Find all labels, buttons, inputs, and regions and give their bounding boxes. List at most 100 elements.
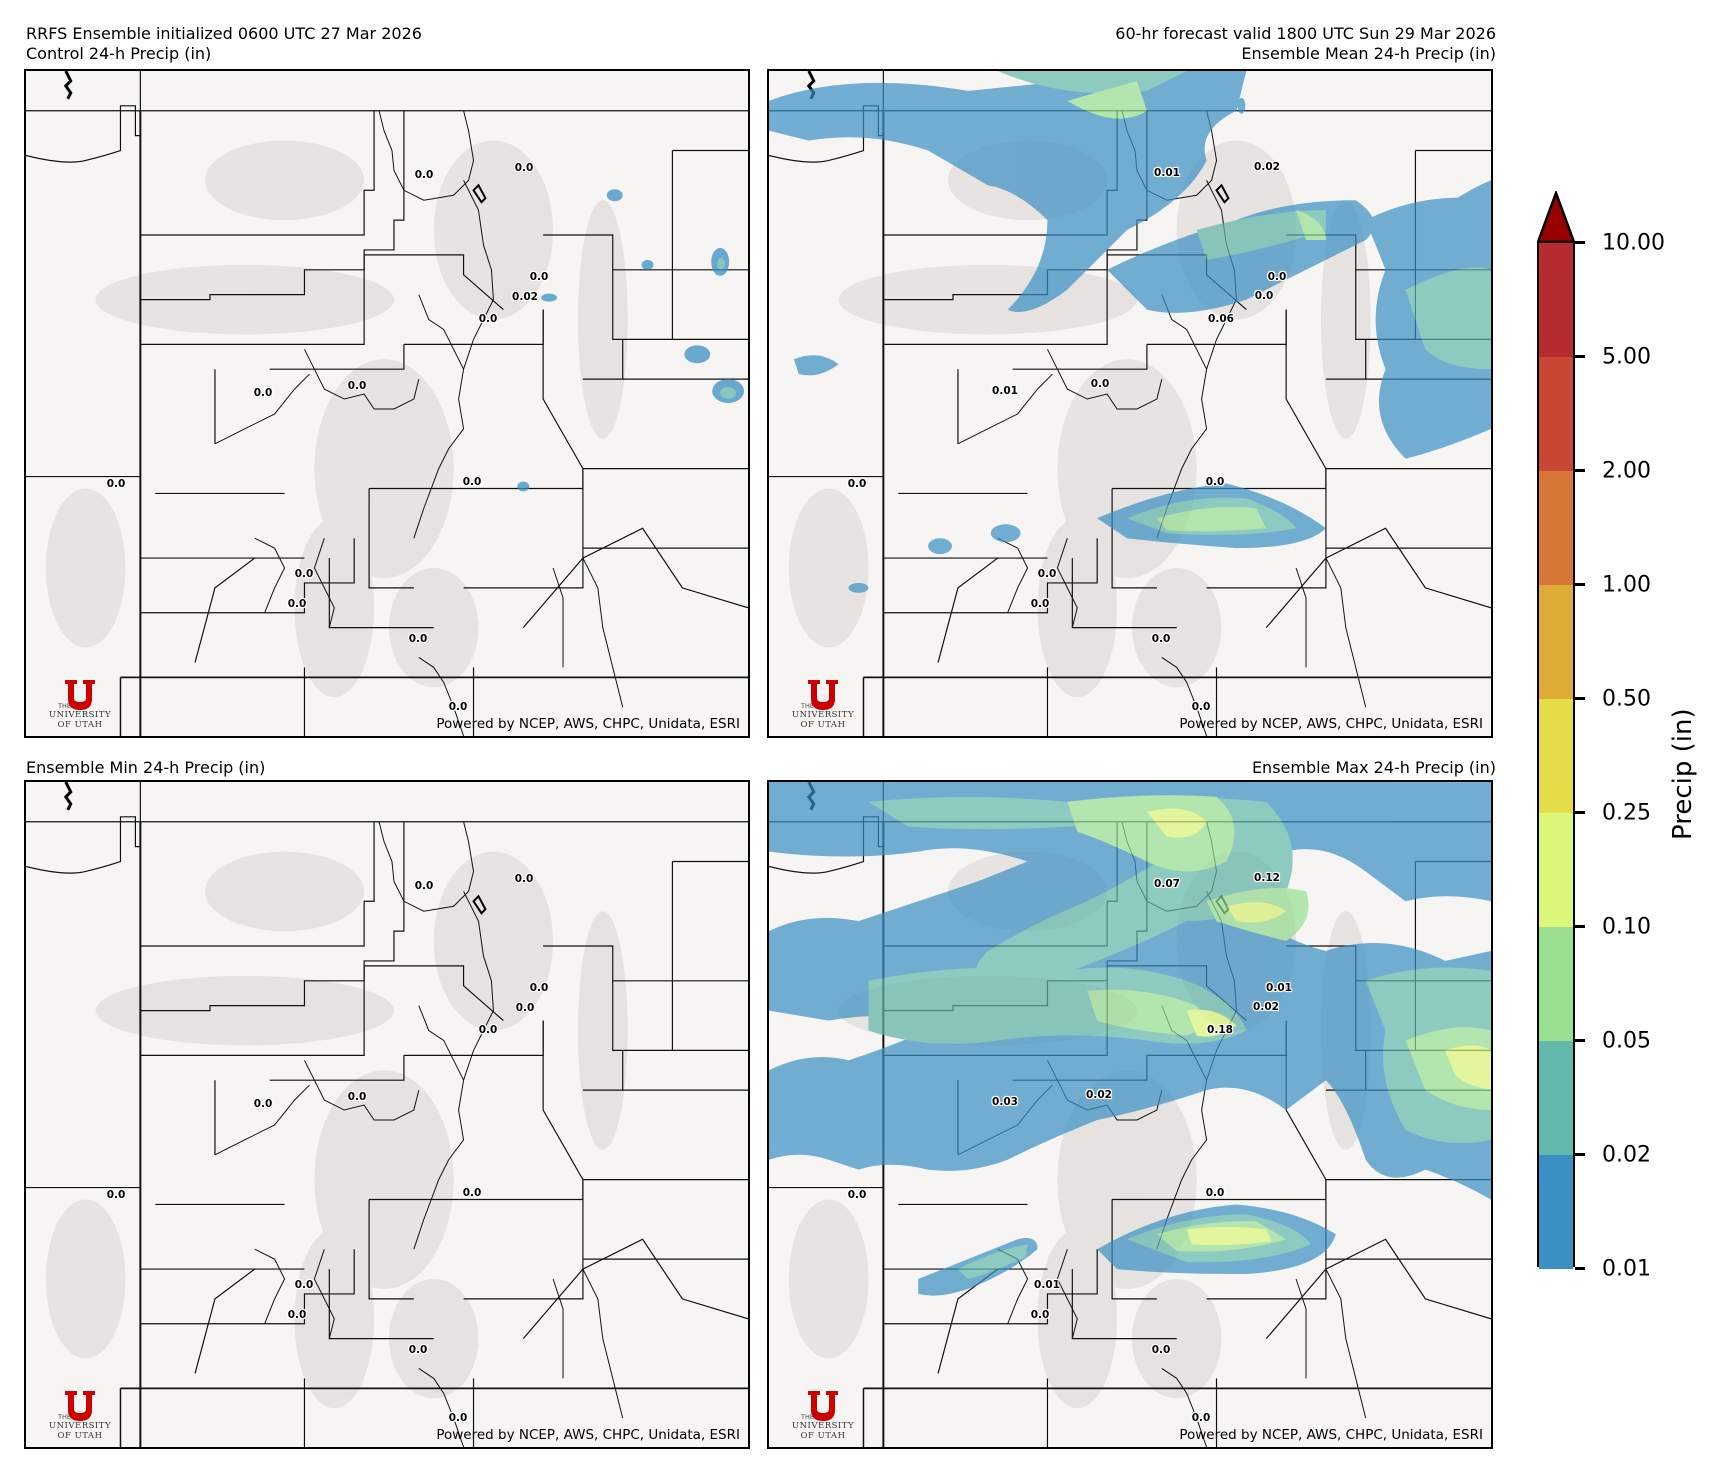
colorbar-tick-label: 0.05 [1602,1028,1651,1054]
station-value: 0.0 [287,1309,307,1321]
map-panel-mean: 0.01 0.02 0.0 0.0 0.06 0.0 0.01 0.0 0.0 … [767,69,1493,738]
station-value: 0.0 [1030,1309,1050,1321]
colorbar-tick-label: 10.00 [1602,230,1665,256]
panel-title-mean: Ensemble Mean 24-h Precip (in) [1241,44,1496,63]
valid-time-title: 60-hr forecast valid 1800 UTC Sun 29 Mar… [1115,24,1496,43]
station-value: 0.0 [448,701,468,713]
station-value: 0.0 [1151,633,1171,645]
colorbar-tick-label: 0.25 [1602,800,1651,826]
precip-overlay-control [517,189,745,492]
station-value: 0.0 [529,271,549,283]
map-panel-min: 0.0 0.0 0.0 0.0 0.0 0.0 0.0 0.0 0.0 0.0 … [24,780,750,1449]
university-of-utah-logo: THE UNIVERSITY OF UTAH [773,680,873,730]
panel-title-control: Control 24-h Precip (in) [26,44,212,63]
station-value: 0.01 [1154,167,1180,179]
data-credit: Powered by NCEP, AWS, CHPC, Unidata, ESR… [1179,1427,1483,1443]
colorbar [1537,241,1575,1269]
station-value: 0.0 [1205,476,1225,488]
colorbar-tick-label: 1.00 [1602,572,1651,598]
station-value: 0.0 [253,1098,273,1110]
station-value: 0.0 [1151,1344,1171,1356]
precip-overlay-max [769,782,1491,1296]
station-value: 0.0 [1205,1187,1225,1199]
colorbar-segment [1539,585,1573,699]
basemap-mean [769,71,1491,736]
university-of-utah-logo: THE UNIVERSITY OF UTAH [30,680,130,730]
colorbar-tick-label: 0.50 [1602,686,1651,712]
block-u-icon [65,680,95,710]
data-credit: Powered by NCEP, AWS, CHPC, Unidata, ESR… [1179,716,1483,732]
station-value: 0.0 [462,1187,482,1199]
station-value: 0.0 [1267,271,1287,283]
basemap-max [769,782,1491,1447]
station-value: 0.0 [529,982,549,994]
station-value: 0.0 [408,633,428,645]
station-value: 0.0 [1191,1412,1211,1424]
station-value: 0.0 [414,880,434,892]
colorbar-tick-label: 5.00 [1602,344,1651,370]
station-value: 0.02 [1253,1001,1279,1013]
station-value: 0.0 [408,1344,428,1356]
station-value: 0.0 [253,387,273,399]
station-value: 0.0 [106,1189,126,1201]
station-value: 0.01 [1034,1279,1060,1291]
station-value: 0.0 [514,162,534,174]
station-value: 0.12 [1254,872,1280,884]
colorbar-extend-arrow-icon [1537,191,1575,243]
station-value: 0.0 [347,1091,367,1103]
basemap-control [26,71,748,736]
station-value: 0.0 [478,1024,498,1036]
station-value: 0.07 [1154,878,1180,890]
station-value: 0.06 [1208,313,1234,325]
colorbar-label: Precip (in) [1668,708,1698,840]
station-value: 0.02 [512,291,538,303]
block-u-icon [808,1391,838,1421]
colorbar-segment [1539,357,1573,471]
station-value: 0.0 [347,380,367,392]
station-value: 0.0 [462,476,482,488]
station-value: 0.0 [847,478,867,490]
map-panel-control: 0.0 0.0 0.0 0.02 0.0 0.0 0.0 0.0 0.0 0.0… [24,69,750,738]
panel-title-max: Ensemble Max 24-h Precip (in) [1251,758,1496,777]
station-value: 0.03 [992,1096,1018,1108]
station-value: 0.0 [448,1412,468,1424]
colorbar-segment [1539,927,1573,1041]
station-value: 0.0 [1191,701,1211,713]
block-u-icon [65,1391,95,1421]
station-value: 0.0 [1254,290,1274,302]
colorbar-segment [1539,1041,1573,1155]
block-u-icon [808,680,838,710]
data-credit: Powered by NCEP, AWS, CHPC, Unidata, ESR… [436,716,740,732]
colorbar-tick-label: 0.02 [1602,1142,1651,1168]
colorbar-segment [1539,699,1573,813]
colorbar-tick-label: 0.01 [1602,1256,1651,1282]
colorbar-segment [1539,471,1573,585]
init-time-title: RRFS Ensemble initialized 0600 UTC 27 Ma… [26,24,422,43]
station-value: 0.0 [515,1002,535,1014]
station-value: 0.0 [294,568,314,580]
basemap-min [26,782,748,1447]
colorbar-tick-label: 2.00 [1602,458,1651,484]
station-value: 0.01 [1266,982,1292,994]
station-value: 0.02 [1086,1089,1112,1101]
station-value: 0.0 [847,1189,867,1201]
station-value: 0.0 [1090,378,1110,390]
panel-title-min: Ensemble Min 24-h Precip (in) [26,758,266,777]
station-value: 0.0 [294,1279,314,1291]
precip-overlay-mean [769,71,1491,593]
colorbar-segment [1539,1155,1573,1269]
station-value: 0.0 [414,169,434,181]
station-value: 0.0 [478,313,498,325]
station-value: 0.18 [1207,1024,1233,1036]
colorbar-tick-label: 0.10 [1602,914,1651,940]
station-value: 0.0 [106,478,126,490]
station-value: 0.0 [287,598,307,610]
university-of-utah-logo: THE UNIVERSITY OF UTAH [773,1391,873,1441]
station-value: 0.0 [1037,568,1057,580]
university-of-utah-logo: THE UNIVERSITY OF UTAH [30,1391,130,1441]
station-value: 0.01 [992,385,1018,397]
data-credit: Powered by NCEP, AWS, CHPC, Unidata, ESR… [436,1427,740,1443]
map-panel-max: 0.07 0.12 0.01 0.02 0.18 0.02 0.03 0.0 0… [767,780,1493,1449]
station-value: 0.0 [1030,598,1050,610]
colorbar-segment [1539,243,1573,357]
